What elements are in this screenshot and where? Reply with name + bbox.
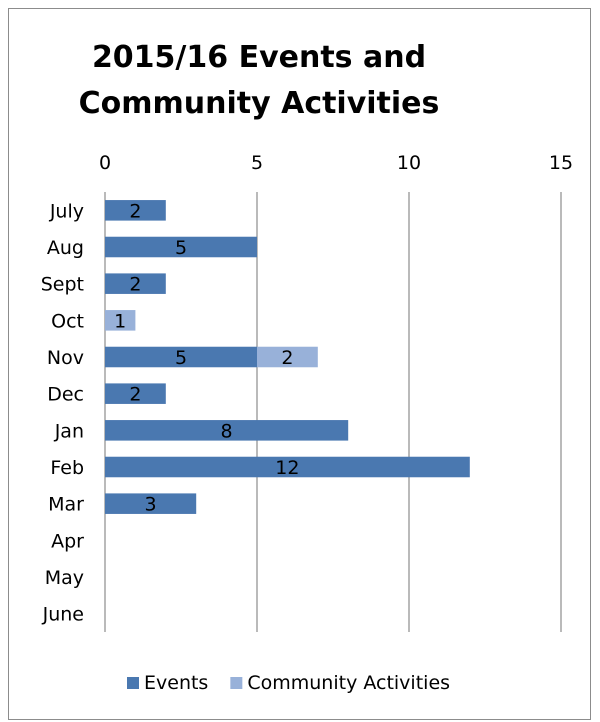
legend-swatch-events [127,677,139,689]
bars [105,200,470,514]
data-label-events-dec: 2 [129,384,141,406]
category-labels: July Aug Sept Oct Nov Dec Jan Feb Mar Apr May June [41,200,84,625]
bar-events-jan [105,420,349,441]
category-label-feb: Feb [50,457,84,479]
bar-events-feb [105,456,470,478]
data-label-events-sept: 2 [129,274,141,296]
category-label-aug: Aug [47,237,84,259]
data-label-community-activities-nov: 2 [281,347,293,369]
bar-events-dec [105,383,166,404]
data-label-events-jan: 8 [221,420,233,442]
category-label-sept: Sept [41,274,84,296]
legend-swatch-community-activities [230,677,243,689]
category-label-nov: Nov [47,347,84,369]
category-label-may: May [45,567,84,589]
category-label-june: June [42,604,84,626]
category-label-oct: Oct [51,310,84,332]
legend: Events Community Activities [127,672,450,694]
chart-title-line-1: 2015/16 Events and [92,40,426,75]
legend-label-community-activities: Community Activities [247,672,450,694]
chart-svg: 2015/16 Events and Community Activities … [41,40,573,694]
data-label-events-aug: 5 [175,237,187,259]
chart-title-line-2: Community Activities [79,86,440,121]
category-label-dec: Dec [47,384,84,406]
data-label-events-mar: 3 [145,494,157,516]
bar-community-activities-nov [257,346,318,368]
bar-events-july [105,200,166,221]
bar-events-sept [105,273,166,294]
category-label-july: July [49,200,84,222]
x-tick-label-0: 0 [99,152,111,174]
bar-events-mar [105,493,197,514]
data-label-events-july: 2 [129,200,141,222]
category-label-jan: Jan [54,420,84,442]
chart-frame: 2015/16 Events and Community Activities … [8,8,591,720]
category-label-mar: Mar [48,494,84,516]
bar-community-activities-oct [105,310,136,331]
legend-label-events: Events [144,672,208,694]
x-tick-label-15: 15 [549,152,573,174]
bar-events-nov [105,346,257,368]
x-tick-label-10: 10 [397,152,421,174]
category-label-apr: Apr [51,530,84,552]
x-axis-tick-labels: 0 5 10 15 [99,152,573,174]
data-label-events-feb: 12 [275,457,299,479]
data-label-events-nov: 5 [175,347,187,369]
grid-lines [256,192,562,632]
data-label-community-activities-oct: 1 [114,310,126,332]
chart-title: 2015/16 Events and Community Activities [79,40,440,121]
bar-events-aug [105,236,257,258]
x-tick-label-5: 5 [251,152,263,174]
